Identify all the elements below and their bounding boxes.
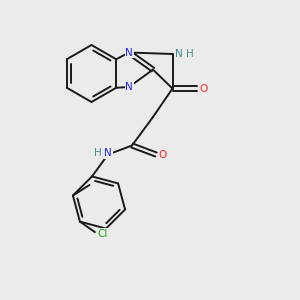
Text: Cl: Cl — [97, 229, 108, 238]
Text: N: N — [125, 82, 133, 92]
Text: N: N — [175, 49, 183, 59]
Text: H: H — [94, 148, 102, 158]
Text: H: H — [186, 49, 194, 59]
Text: O: O — [199, 83, 207, 94]
Text: N: N — [104, 148, 112, 158]
Text: O: O — [158, 149, 167, 160]
Text: N: N — [125, 47, 133, 58]
